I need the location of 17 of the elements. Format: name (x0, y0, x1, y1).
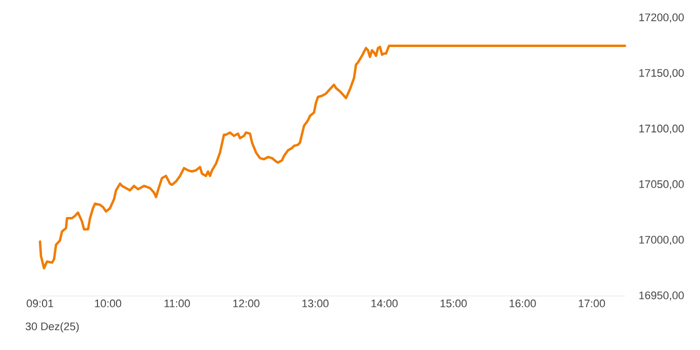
x-tick-label: 14:00 (371, 300, 398, 308)
x-tick-label: 15:00 (440, 300, 467, 308)
y-tick-label: 17100,00 (639, 124, 684, 134)
text: 30 Dez(25) (26, 322, 79, 332)
y-tick-label: 17050,00 (639, 180, 684, 190)
y-tick-label: 17150,00 (639, 69, 684, 78)
x-tick-label: 17:00 (578, 300, 605, 308)
x-tick-label: 11:00 (164, 300, 190, 308)
x-tick-label: 09:01 (26, 300, 54, 308)
y-tick-label: 17200,00 (639, 13, 684, 23)
x-tick-label: 12:00 (233, 300, 260, 308)
x-tick-label: 13:00 (302, 300, 329, 308)
y-tick-label: 16950,00 (639, 291, 684, 301)
y-tick-label: 17000,00 (639, 236, 684, 245)
x-tick-label: 16:00 (510, 300, 536, 308)
x-tick-label: 10:00 (95, 300, 122, 308)
line-series (38, 44, 626, 270)
